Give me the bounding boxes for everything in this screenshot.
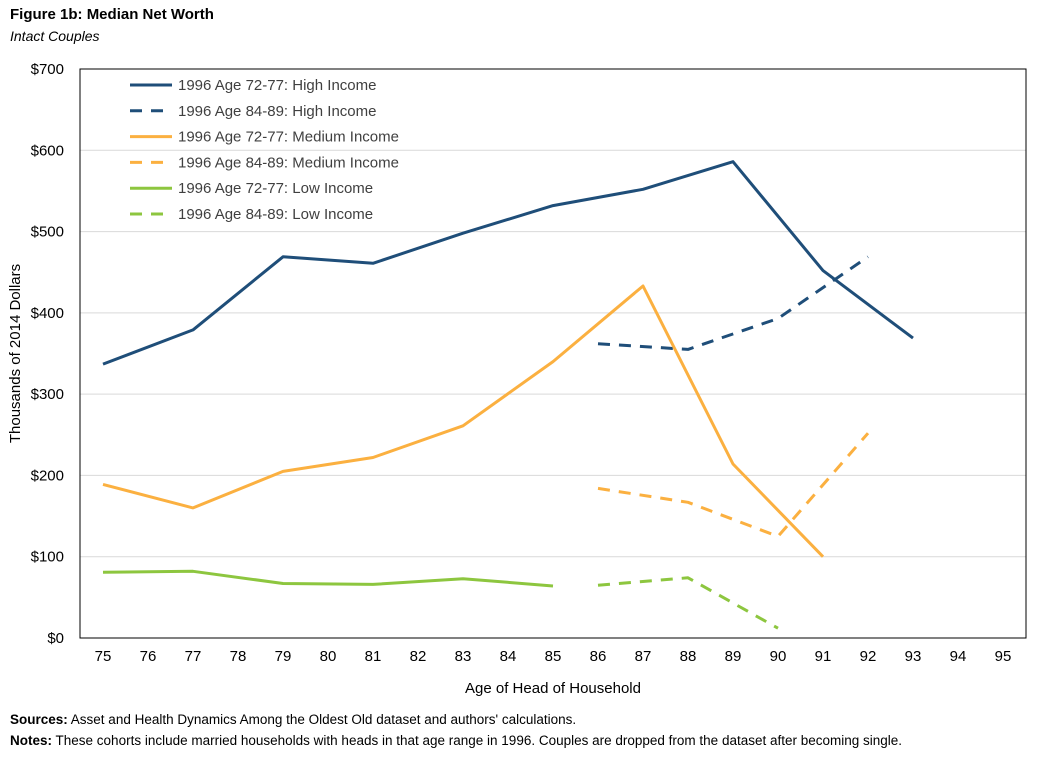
- x-tick-label: 75: [95, 648, 112, 665]
- plot-area-frame: [79, 68, 1027, 639]
- series-line-4: [597, 432, 870, 538]
- y-axis-label: Thousands of 2014 Dollars: [7, 264, 24, 443]
- figure-title: Figure 1b: Median Net Worth: [10, 6, 214, 23]
- x-tick-label: 87: [635, 648, 652, 665]
- legend-label: 1996 Age 84-89: High Income: [178, 103, 376, 120]
- x-tick-label: 76: [140, 648, 157, 665]
- sources-text: Asset and Health Dynamics Among the Olde…: [70, 712, 577, 727]
- gridlines: [80, 149, 1026, 558]
- x-axis-tick-labels: 75 76 77 78 79 80 81 82 83 84 85 86 87 88 89 90 91 92 93 94…: [95, 648, 1012, 665]
- x-tick-label: 77: [185, 648, 202, 665]
- x-tick-label: 90: [770, 648, 787, 665]
- y-tick-label: $0: [47, 630, 64, 647]
- legend: 1996 Age 72-77: High Income 1996 Age 84-8…: [130, 77, 399, 223]
- x-tick-label: 79: [275, 648, 292, 665]
- x-tick-label: 78: [230, 648, 247, 665]
- legend-label: 1996 Age 72-77: Medium Income: [178, 129, 399, 146]
- x-tick-label: 88: [680, 648, 697, 665]
- notes-note: Notes: These cohorts include married hou…: [10, 733, 902, 748]
- sources-note: Sources: Asset and Health Dynamics Among…: [10, 712, 576, 727]
- series-line-1: [102, 160, 914, 366]
- x-tick-label: 81: [365, 648, 382, 665]
- y-axis-tick-labels: $0 $100 $200 $300 $400 $500 $600 $700: [31, 61, 64, 647]
- x-tick-label: 82: [410, 648, 427, 665]
- legend-label: 1996 Age 84-89: Medium Income: [178, 154, 399, 171]
- series-line-2: [597, 255, 869, 351]
- y-tick-label: $400: [31, 305, 64, 322]
- x-tick-label: 94: [950, 648, 967, 665]
- notes-label: Notes:: [10, 733, 53, 748]
- y-tick-label: $700: [31, 61, 64, 78]
- x-tick-label: 93: [905, 648, 922, 665]
- series-line-5: [102, 569, 554, 588]
- x-axis-label: Age of Head of Household: [465, 680, 641, 697]
- series-line-3: [102, 284, 825, 558]
- sources-label: Sources:: [10, 712, 68, 727]
- y-tick-label: $600: [31, 142, 64, 159]
- y-tick-label: $200: [31, 467, 64, 484]
- x-tick-label: 83: [455, 648, 472, 665]
- figure-title-text: Median Net Worth: [86, 6, 214, 23]
- legend-label: 1996 Age 72-77: High Income: [178, 77, 376, 94]
- notes-text: These cohorts include married households…: [55, 733, 903, 748]
- x-tick-label: 84: [500, 648, 517, 665]
- legend-label: 1996 Age 72-77: Low Income: [178, 180, 373, 197]
- x-tick-label: 92: [860, 648, 877, 665]
- series-lines: [102, 160, 914, 630]
- x-tick-label: 85: [545, 648, 562, 665]
- series-line-6: [597, 576, 779, 630]
- figure-label: Figure 1b:: [10, 6, 83, 23]
- y-tick-label: $300: [31, 386, 64, 403]
- x-tick-label: 86: [590, 648, 607, 665]
- y-tick-label: $500: [31, 224, 64, 241]
- legend-label: 1996 Age 84-89: Low Income: [178, 206, 373, 223]
- x-tick-label: 89: [725, 648, 742, 665]
- x-tick-label: 95: [995, 648, 1012, 665]
- x-tick-label: 91: [815, 648, 832, 665]
- figure-subtitle: Intact Couples: [10, 28, 100, 44]
- line-chart: $0$100$200$300$400$500$600$700 75 76 77 78 7…: [7, 61, 1027, 697]
- x-tick-label: 80: [320, 648, 337, 665]
- y-tick-label: $100: [31, 549, 64, 566]
